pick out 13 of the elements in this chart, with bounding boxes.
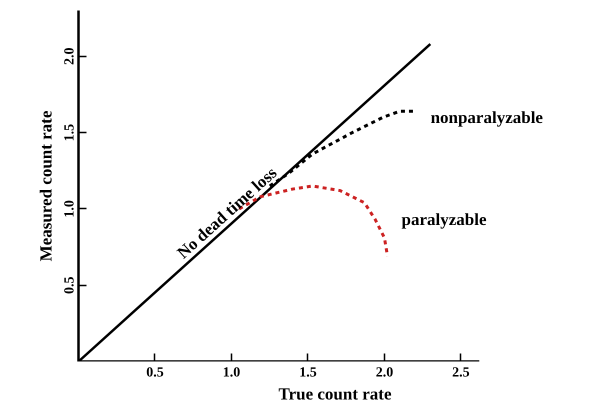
x-axis-title: True count rate	[278, 384, 392, 404]
y-tick-label: 1.0	[62, 200, 78, 218]
y-tick-label: 1.5	[62, 124, 78, 142]
y-tick-label: 2.0	[62, 48, 78, 66]
x-tick-label: 2.0	[376, 366, 394, 380]
x-tick-label: 2.5	[452, 366, 470, 380]
x-tick-label: 1.0	[222, 366, 240, 380]
y-tick-label: 0.5	[62, 276, 78, 294]
y-axis-title: Measured count rate	[36, 110, 56, 262]
series-label: paralyzable	[402, 210, 487, 230]
series-label: nonparalyzable	[430, 108, 544, 127]
x-tick-label: 0.5	[146, 366, 164, 380]
x-tick-label: 1.5	[299, 366, 317, 380]
